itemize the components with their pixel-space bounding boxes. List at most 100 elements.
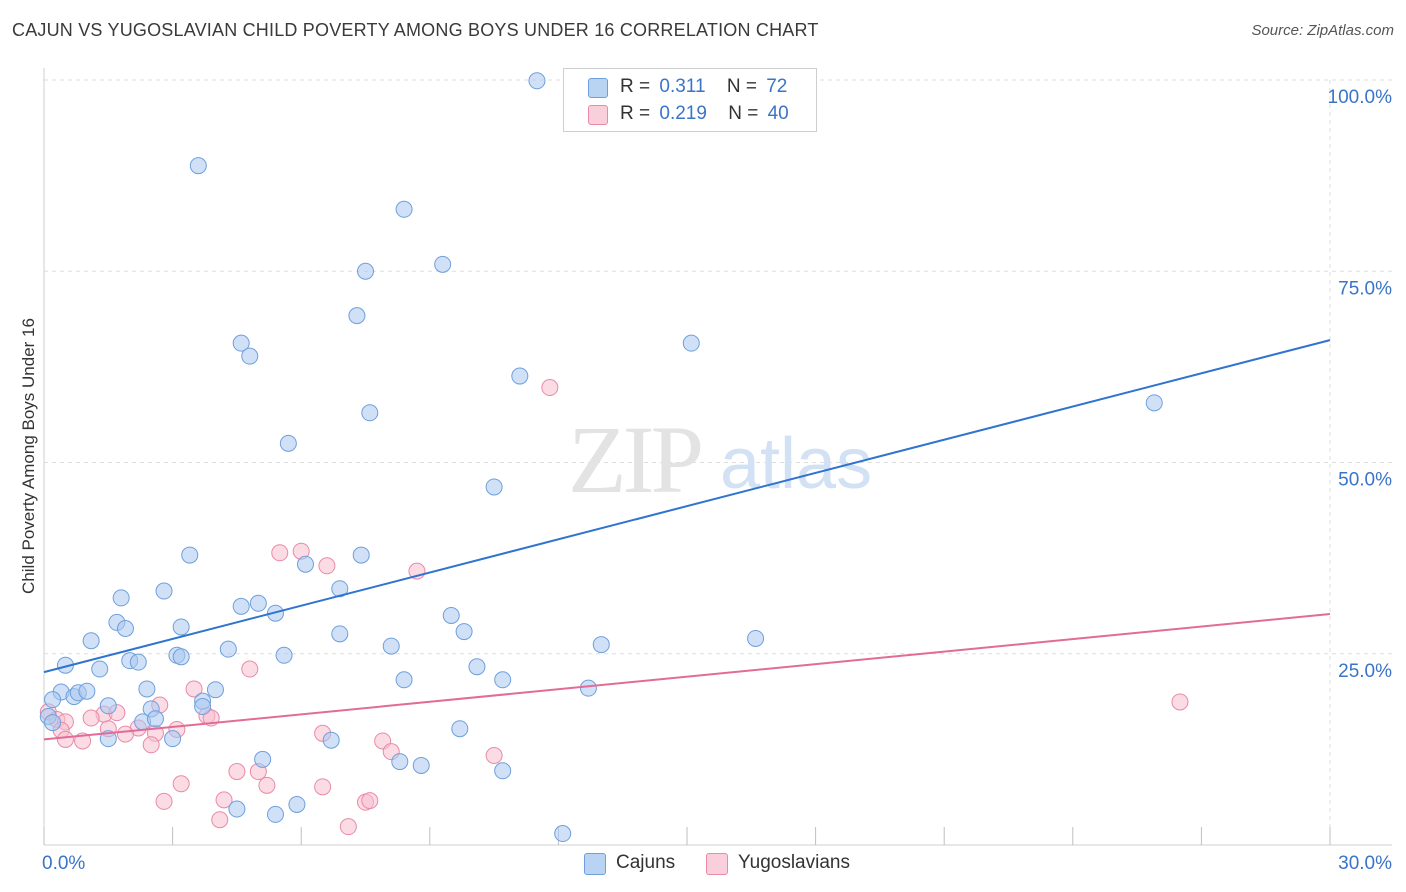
bottom-cajuns-label: Cajuns bbox=[616, 852, 676, 873]
cajuns-point bbox=[189, 157, 207, 175]
cajuns-point bbox=[249, 594, 267, 612]
cajuns-point bbox=[44, 714, 62, 732]
trend-lines bbox=[43, 339, 1331, 741]
cajuns-point bbox=[442, 607, 460, 624]
cajuns-point bbox=[485, 478, 503, 496]
cajuns-point bbox=[592, 636, 610, 654]
cajuns-point bbox=[579, 679, 597, 697]
cajuns-point bbox=[99, 730, 117, 748]
yugoslavians-swatch bbox=[588, 105, 608, 125]
cajuns-point bbox=[232, 334, 250, 352]
cajuns-point bbox=[528, 72, 546, 90]
cajuns-point bbox=[747, 629, 765, 647]
legend-cajuns-n-label: N = bbox=[726, 76, 757, 97]
yugoslavians-point bbox=[185, 680, 203, 698]
cajuns-point bbox=[352, 546, 370, 564]
cajuns-point bbox=[78, 682, 96, 700]
x-tick-label: 0.0% bbox=[42, 853, 85, 874]
cajuns-point bbox=[138, 680, 156, 698]
cajuns-point bbox=[172, 618, 190, 636]
y-tick-label: 75.0% bbox=[1338, 278, 1392, 299]
cajuns-point bbox=[494, 762, 512, 780]
legend-yugo-n-value: 40 bbox=[767, 103, 789, 124]
yugoslavians-trend-line bbox=[43, 612, 1331, 741]
cajuns-point bbox=[451, 720, 469, 738]
cajuns-point bbox=[241, 347, 259, 365]
cajuns-point bbox=[275, 646, 293, 664]
yugoslavians-point bbox=[314, 778, 332, 796]
cajuns-point bbox=[82, 632, 100, 650]
cajuns-point bbox=[554, 825, 572, 843]
yugoslavians-point bbox=[258, 776, 276, 794]
cajuns-point bbox=[494, 671, 512, 689]
cajuns-point bbox=[395, 200, 413, 218]
yugoslavians-point bbox=[339, 818, 357, 836]
cajuns-point bbox=[228, 800, 246, 818]
watermark-zip: ZIP bbox=[568, 406, 701, 513]
yugoslavians-point bbox=[142, 736, 160, 754]
cajuns-point bbox=[331, 625, 349, 643]
yugoslavians-point bbox=[228, 763, 246, 781]
yugoslavians-point bbox=[318, 557, 336, 575]
yugoslavians-point bbox=[172, 775, 190, 793]
cajuns-point bbox=[357, 262, 374, 280]
yugoslavians-point bbox=[215, 791, 233, 809]
cajuns-point bbox=[348, 307, 366, 325]
stats-legend: R = 0.311 N = 72 R = 0.219 N = 40 bbox=[563, 68, 817, 132]
cajuns-point bbox=[1145, 394, 1163, 412]
cajuns-point bbox=[194, 698, 212, 716]
cajuns-point bbox=[206, 681, 224, 699]
cajuns-point bbox=[682, 334, 700, 352]
yugoslavians-point bbox=[82, 709, 100, 727]
yugoslavians-point bbox=[485, 746, 503, 764]
cajuns-point bbox=[391, 753, 409, 771]
yugoslavians-point bbox=[541, 379, 559, 397]
y-tick-label: 25.0% bbox=[1338, 661, 1392, 682]
gridlines bbox=[44, 79, 1392, 845]
legend-yugo-n-label: N = bbox=[728, 103, 759, 124]
cajuns-point bbox=[116, 620, 134, 638]
cajuns-point bbox=[99, 697, 117, 715]
y-axis-label: Child Poverty Among Boys Under 16 bbox=[19, 318, 38, 594]
cajuns-point bbox=[219, 640, 237, 658]
bottom-yugoslavians-label: Yugoslavians bbox=[738, 852, 850, 873]
legend-cajuns-r-value: 0.311 bbox=[659, 76, 706, 97]
cajuns-point bbox=[511, 367, 529, 385]
cajuns-point bbox=[146, 710, 164, 728]
axes bbox=[43, 68, 1392, 846]
cajuns-point bbox=[361, 404, 379, 422]
yugoslavians-point bbox=[155, 792, 173, 810]
cajuns-point bbox=[382, 637, 400, 655]
chart-title: CAJUN VS YUGOSLAVIAN CHILD POVERTY AMONG… bbox=[12, 20, 819, 40]
cajuns-point bbox=[164, 730, 182, 748]
cajuns-point bbox=[266, 805, 284, 823]
cajuns-point bbox=[288, 795, 306, 813]
cajuns-point bbox=[296, 555, 314, 573]
cajuns-point bbox=[434, 255, 452, 273]
tick-labels: 100.0% 75.0% 50.0% 25.0% 0.0% 30.0% bbox=[42, 87, 1392, 874]
cajuns-point bbox=[172, 648, 190, 666]
cajuns-point bbox=[155, 582, 173, 600]
bottom-yugoslavians-swatch bbox=[706, 853, 728, 875]
cajuns-point bbox=[44, 691, 62, 709]
cajuns-swatch bbox=[588, 78, 608, 98]
cajuns-point bbox=[455, 623, 473, 641]
legend-cajuns-n-value: 72 bbox=[766, 76, 788, 97]
y-tick-label: 50.0% bbox=[1338, 470, 1392, 491]
yugoslavians-point bbox=[56, 730, 74, 748]
bottom-cajuns-swatch bbox=[584, 853, 606, 875]
cajuns-point bbox=[91, 660, 109, 678]
cajuns-trend-line bbox=[43, 339, 1331, 674]
cajuns-point bbox=[412, 756, 430, 774]
y-tick-label: 100.0% bbox=[1328, 87, 1393, 108]
yugoslavians-point bbox=[1171, 693, 1189, 711]
cajuns-point bbox=[232, 597, 250, 615]
cajuns-point bbox=[254, 750, 272, 768]
cajuns-point bbox=[322, 731, 340, 749]
yugoslavians-point bbox=[116, 725, 134, 743]
legend-yugo-r-label: R = bbox=[620, 103, 651, 124]
yugoslavians-point bbox=[241, 660, 259, 678]
cajuns-point bbox=[129, 653, 147, 671]
yugoslavians-point bbox=[271, 544, 289, 562]
